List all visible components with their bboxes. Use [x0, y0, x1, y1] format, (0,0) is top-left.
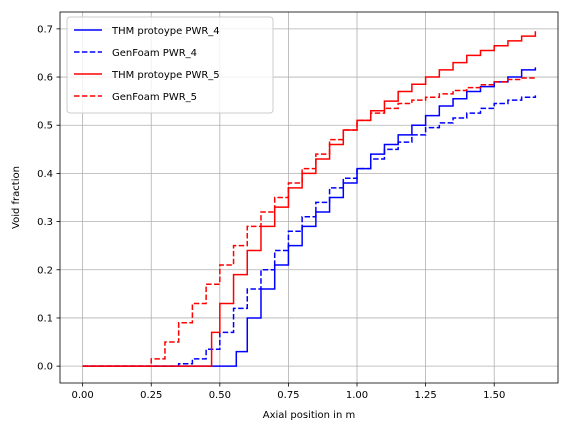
y-axis-label: Void fraction: [11, 166, 22, 229]
y-tick-label: 0.4: [37, 169, 53, 180]
x-tick-label: 1.00: [346, 390, 368, 401]
legend-label-2: GenFoam PWR_4: [112, 48, 197, 59]
x-tick-label: 0.25: [140, 390, 162, 401]
y-tick-label: 0.5: [37, 121, 53, 132]
y-tick-label: 0.0: [37, 362, 53, 373]
y-tick-label: 0.1: [37, 313, 53, 324]
y-tick-label: 0.2: [37, 265, 53, 276]
x-axis-label: Axial position in m: [263, 410, 355, 421]
y-tick-label: 0.7: [37, 24, 53, 35]
x-tick-label: 0.00: [72, 390, 94, 401]
y-tick-label: 0.6: [37, 73, 53, 84]
x-tick-label: 0.75: [277, 390, 299, 401]
legend-label-4: GenFoam PWR_5: [112, 92, 197, 103]
legend-label-3: THM protoype PWR_5: [111, 70, 220, 81]
x-tick-label: 1.50: [483, 390, 505, 401]
legend: THM protoype PWR_4 GenFoam PWR_4 THM proto…: [67, 17, 273, 113]
y-tick-label: 0.3: [37, 217, 53, 228]
x-tick-label: 1.25: [414, 390, 436, 401]
legend-label-1: THM protoype PWR_4: [111, 26, 220, 37]
x-tick-label: 0.50: [209, 390, 231, 401]
